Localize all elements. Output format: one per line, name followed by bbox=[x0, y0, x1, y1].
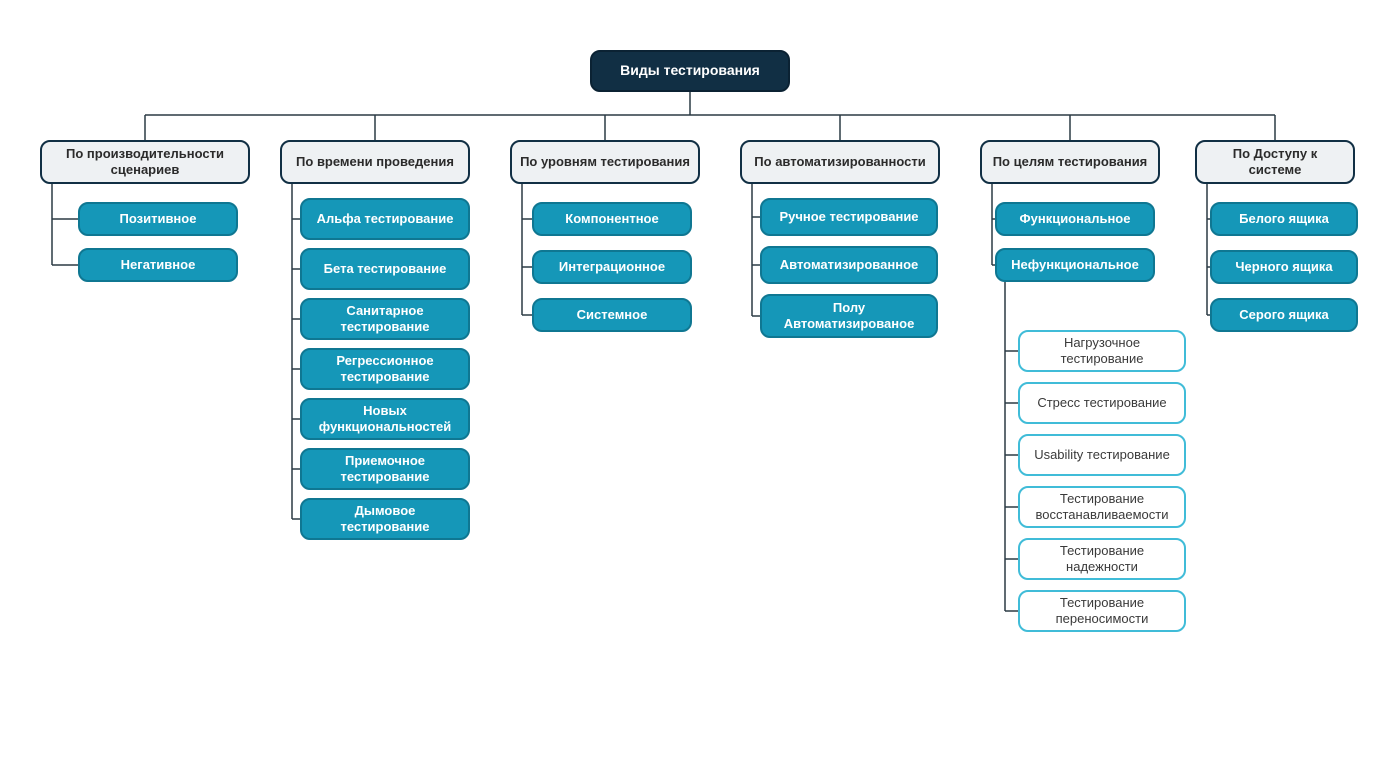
node-c3b: Интеграционное bbox=[532, 250, 692, 284]
node-label: Приемочное тестирование bbox=[310, 453, 460, 486]
node-label: Тестирование переносимости bbox=[1028, 595, 1176, 628]
node-label: Ручное тестирование bbox=[779, 209, 918, 225]
node-c2g: Дымовое тестирование bbox=[300, 498, 470, 540]
node-cat5: По целям тестирования bbox=[980, 140, 1160, 184]
node-label: Бета тестирование bbox=[324, 261, 447, 277]
node-c5b1: Нагрузочное тестирование bbox=[1018, 330, 1186, 372]
node-c4b: Автоматизированное bbox=[760, 246, 938, 284]
node-label: Виды тестирования bbox=[620, 62, 760, 80]
node-label: Позитивное bbox=[120, 211, 197, 227]
node-label: Тестирование восстанавливаемости bbox=[1028, 491, 1176, 524]
node-c5b2: Стресс тестирование bbox=[1018, 382, 1186, 424]
node-label: По производительности сценариев bbox=[50, 146, 240, 179]
node-label: Санитарное тестирование bbox=[310, 303, 460, 336]
node-c5b3: Usability тестирование bbox=[1018, 434, 1186, 476]
node-label: По целям тестирования bbox=[993, 154, 1148, 170]
node-c2c: Санитарное тестирование bbox=[300, 298, 470, 340]
node-c1b: Негативное bbox=[78, 248, 238, 282]
node-label: Новых функциональностей bbox=[310, 403, 460, 436]
node-c4a: Ручное тестирование bbox=[760, 198, 938, 236]
node-label: По уровням тестирования bbox=[520, 154, 690, 170]
node-label: Белого ящика bbox=[1239, 211, 1329, 227]
node-c2b: Бета тестирование bbox=[300, 248, 470, 290]
node-c5b: Нефункциональное bbox=[995, 248, 1155, 282]
node-label: Системное bbox=[577, 307, 648, 323]
node-label: По Доступу к системе bbox=[1205, 146, 1345, 179]
node-cat1: По производительности сценариев bbox=[40, 140, 250, 184]
node-cat3: По уровням тестирования bbox=[510, 140, 700, 184]
node-c3a: Компонентное bbox=[532, 202, 692, 236]
node-label: По времени проведения bbox=[296, 154, 454, 170]
node-cat4: По автоматизированности bbox=[740, 140, 940, 184]
node-label: Нагрузочное тестирование bbox=[1028, 335, 1176, 368]
node-c5b5: Тестирование надежности bbox=[1018, 538, 1186, 580]
node-label: Регрессионное тестирование bbox=[310, 353, 460, 386]
node-c5b6: Тестирование переносимости bbox=[1018, 590, 1186, 632]
node-label: Негативное bbox=[121, 257, 196, 273]
node-label: Автоматизированное bbox=[780, 257, 918, 273]
connector-layer bbox=[0, 0, 1374, 762]
node-c1a: Позитивное bbox=[78, 202, 238, 236]
node-cat6: По Доступу к системе bbox=[1195, 140, 1355, 184]
node-label: Интеграционное bbox=[559, 259, 665, 275]
node-c5a: Функциональное bbox=[995, 202, 1155, 236]
node-c2e: Новых функциональностей bbox=[300, 398, 470, 440]
node-label: Серого ящика bbox=[1239, 307, 1329, 323]
node-c3c: Системное bbox=[532, 298, 692, 332]
node-c5b4: Тестирование восстанавливаемости bbox=[1018, 486, 1186, 528]
diagram-canvas: Виды тестирования По производительности с… bbox=[0, 0, 1374, 762]
node-c2f: Приемочное тестирование bbox=[300, 448, 470, 490]
node-label: Функциональное bbox=[1020, 211, 1131, 227]
node-c2d: Регрессионное тестирование bbox=[300, 348, 470, 390]
node-label: Нефункциональное bbox=[1011, 257, 1139, 273]
node-label: Тестирование надежности bbox=[1028, 543, 1176, 576]
node-label: Стресс тестирование bbox=[1037, 395, 1166, 411]
node-label: По автоматизированности bbox=[754, 154, 925, 170]
node-c6b: Черного ящика bbox=[1210, 250, 1358, 284]
node-root: Виды тестирования bbox=[590, 50, 790, 92]
node-label: Черного ящика bbox=[1235, 259, 1332, 275]
node-cat2: По времени проведения bbox=[280, 140, 470, 184]
node-c2a: Альфа тестирование bbox=[300, 198, 470, 240]
node-c6a: Белого ящика bbox=[1210, 202, 1358, 236]
node-label: Альфа тестирование bbox=[317, 211, 454, 227]
node-label: Полу Автоматизированое bbox=[770, 300, 928, 333]
node-c4c: Полу Автоматизированое bbox=[760, 294, 938, 338]
node-label: Дымовое тестирование bbox=[310, 503, 460, 536]
node-label: Usability тестирование bbox=[1034, 447, 1170, 463]
node-c6c: Серого ящика bbox=[1210, 298, 1358, 332]
node-label: Компонентное bbox=[565, 211, 658, 227]
